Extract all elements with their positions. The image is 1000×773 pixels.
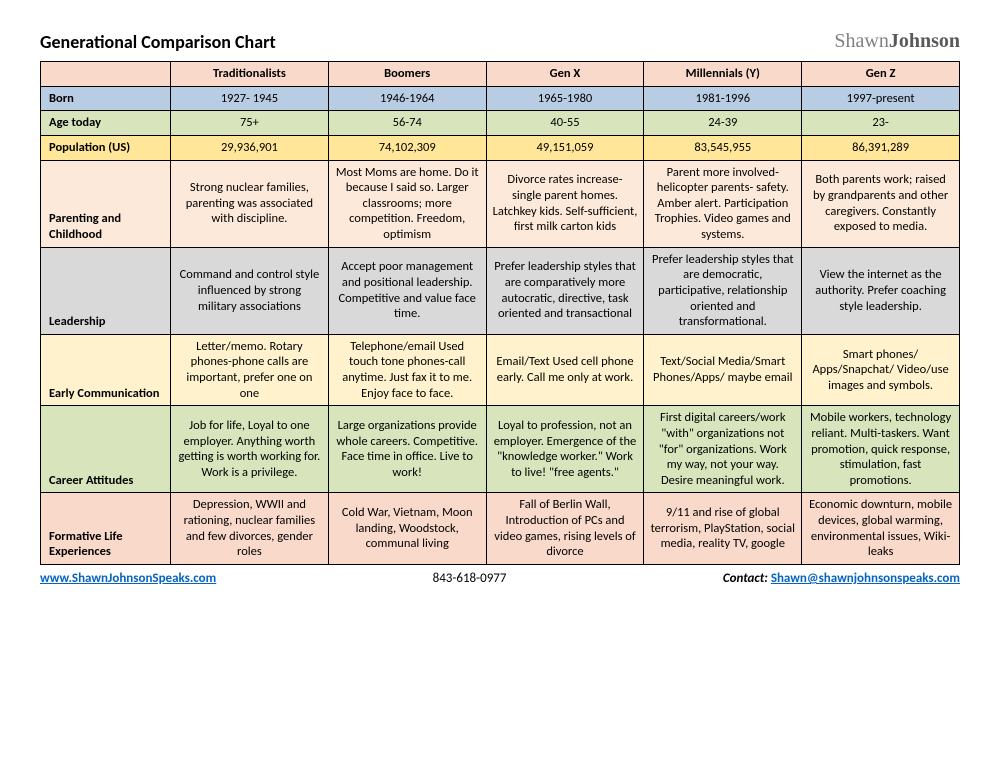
table-cell: Most Moms are home. Do it because I said… [328,160,486,247]
table-cell: Loyal to profession, not an employer. Em… [486,406,644,493]
page-title: Generational Comparison Chart [40,31,276,53]
column-header: Gen Z [802,62,960,87]
row-label: Born [41,86,171,111]
table-cell: Depression, WWII and rationing, nuclear … [171,493,329,565]
table-cell: Accept poor management and positional le… [328,247,486,334]
website-link[interactable]: www.ShawnJohnsonSpeaks.com [40,571,216,586]
table-cell: Job for life, Loyal to one employer. Any… [171,406,329,493]
table-cell: 1927- 1945 [171,86,329,111]
column-header: Boomers [328,62,486,87]
table-row: Age today75+56-7440-5524-3923- [41,111,960,136]
column-header: Traditionalists [171,62,329,87]
table-cell: 1997-present [802,86,960,111]
table-cell: Divorce rates increase- single parent ho… [486,160,644,247]
table-cell: 86,391,289 [802,135,960,160]
table-row: Career AttitudesJob for life, Loyal to o… [41,406,960,493]
table-cell: Mobile workers, technology reliant. Mult… [802,406,960,493]
table-row: Formative Life ExperiencesDepression, WW… [41,493,960,565]
table-row: LeadershipCommand and control style infl… [41,247,960,334]
email-link[interactable]: Shawn@shawnjohnsonspeaks.com [771,571,960,586]
table-cell: Email/Text Used cell phone early. Call m… [486,334,644,406]
table-cell: Large organizations provide whole career… [328,406,486,493]
table-row: Early CommunicationLetter/memo. Rotary p… [41,334,960,406]
table-cell: 56-74 [328,111,486,136]
table-cell: 40-55 [486,111,644,136]
header-empty [41,62,171,87]
table-header-row: TraditionalistsBoomersGen XMillennials (… [41,62,960,87]
footer-phone: 843-618-0977 [433,571,507,586]
brand-last: Johnson [889,30,960,52]
column-header: Gen X [486,62,644,87]
table-cell: 9/11 and rise of global terrorism, PlayS… [644,493,802,565]
row-label: Age today [41,111,171,136]
table-cell: 1946-1964 [328,86,486,111]
table-cell: Telephone/email Used touch tone phones-c… [328,334,486,406]
table-cell: 1965-1980 [486,86,644,111]
table-cell: 24-39 [644,111,802,136]
row-label: Leadership [41,247,171,334]
table-cell: Strong nuclear families, parenting was a… [171,160,329,247]
table-cell: Text/Social Media/Smart Phones/Apps/ may… [644,334,802,406]
row-label: Parenting and Childhood [41,160,171,247]
table-cell: 1981-1996 [644,86,802,111]
footer: www.ShawnJohnsonSpeaks.com 843-618-0977 … [40,571,960,586]
table-cell: Fall of Berlin Wall, Introduction of PCs… [486,493,644,565]
row-label: Population (US) [41,135,171,160]
table-cell: Command and control style influenced by … [171,247,329,334]
comparison-table: TraditionalistsBoomersGen XMillennials (… [40,61,960,565]
footer-contact: Contact: Shawn@shawnjohnsonspeaks.com [723,571,960,586]
table-cell: 29,936,901 [171,135,329,160]
table-body: Born1927- 19451946-19641965-19801981-199… [41,86,960,564]
table-cell: Both parents work; raised by grandparent… [802,160,960,247]
table-row: Born1927- 19451946-19641965-19801981-199… [41,86,960,111]
row-label: Formative Life Experiences [41,493,171,565]
table-cell: 75+ [171,111,329,136]
row-label: Career Attitudes [41,406,171,493]
table-row: Parenting and ChildhoodStrong nuclear fa… [41,160,960,247]
table-cell: First digital careers/work "with" organi… [644,406,802,493]
brand-logo: ShawnJohnson [834,30,960,53]
table-cell: 83,545,955 [644,135,802,160]
column-header: Millennials (Y) [644,62,802,87]
brand-first: Shawn [834,30,888,52]
table-cell: 49,151,059 [486,135,644,160]
table-cell: Economic downturn, mobile devices, globa… [802,493,960,565]
table-cell: Cold War, Vietnam, Moon landing, Woodsto… [328,493,486,565]
table-cell: Smart phones/ Apps/Snapchat/ Video/use i… [802,334,960,406]
table-row: Population (US)29,936,90174,102,30949,15… [41,135,960,160]
table-cell: Letter/memo. Rotary phones-phone calls a… [171,334,329,406]
table-cell: Parent more involved- helicopter parents… [644,160,802,247]
table-cell: 74,102,309 [328,135,486,160]
contact-label: Contact: [723,571,768,586]
table-cell: 23- [802,111,960,136]
table-cell: Prefer leadership styles that are compar… [486,247,644,334]
row-label: Early Communication [41,334,171,406]
table-cell: View the internet as the authority. Pref… [802,247,960,334]
table-cell: Prefer leadership styles that are democr… [644,247,802,334]
